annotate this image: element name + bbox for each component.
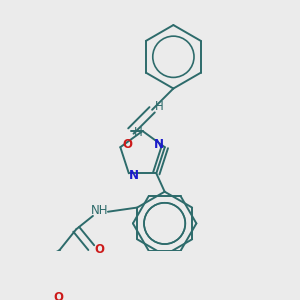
Text: H: H <box>155 100 164 113</box>
Text: NH: NH <box>91 204 108 217</box>
Text: N: N <box>154 138 164 151</box>
Text: O: O <box>94 243 105 256</box>
Text: H: H <box>134 126 143 139</box>
Text: O: O <box>122 138 132 151</box>
Text: O: O <box>53 291 64 300</box>
Text: N: N <box>129 169 139 182</box>
